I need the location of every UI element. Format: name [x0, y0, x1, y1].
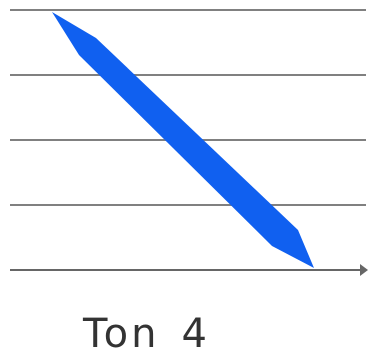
tone-caption: Ton 4 [0, 310, 290, 358]
axis-arrow-icon [360, 264, 368, 276]
tone-label: Ton [83, 311, 160, 357]
tone-contour-stroke [52, 12, 314, 268]
tone-number: 4 [181, 311, 207, 357]
